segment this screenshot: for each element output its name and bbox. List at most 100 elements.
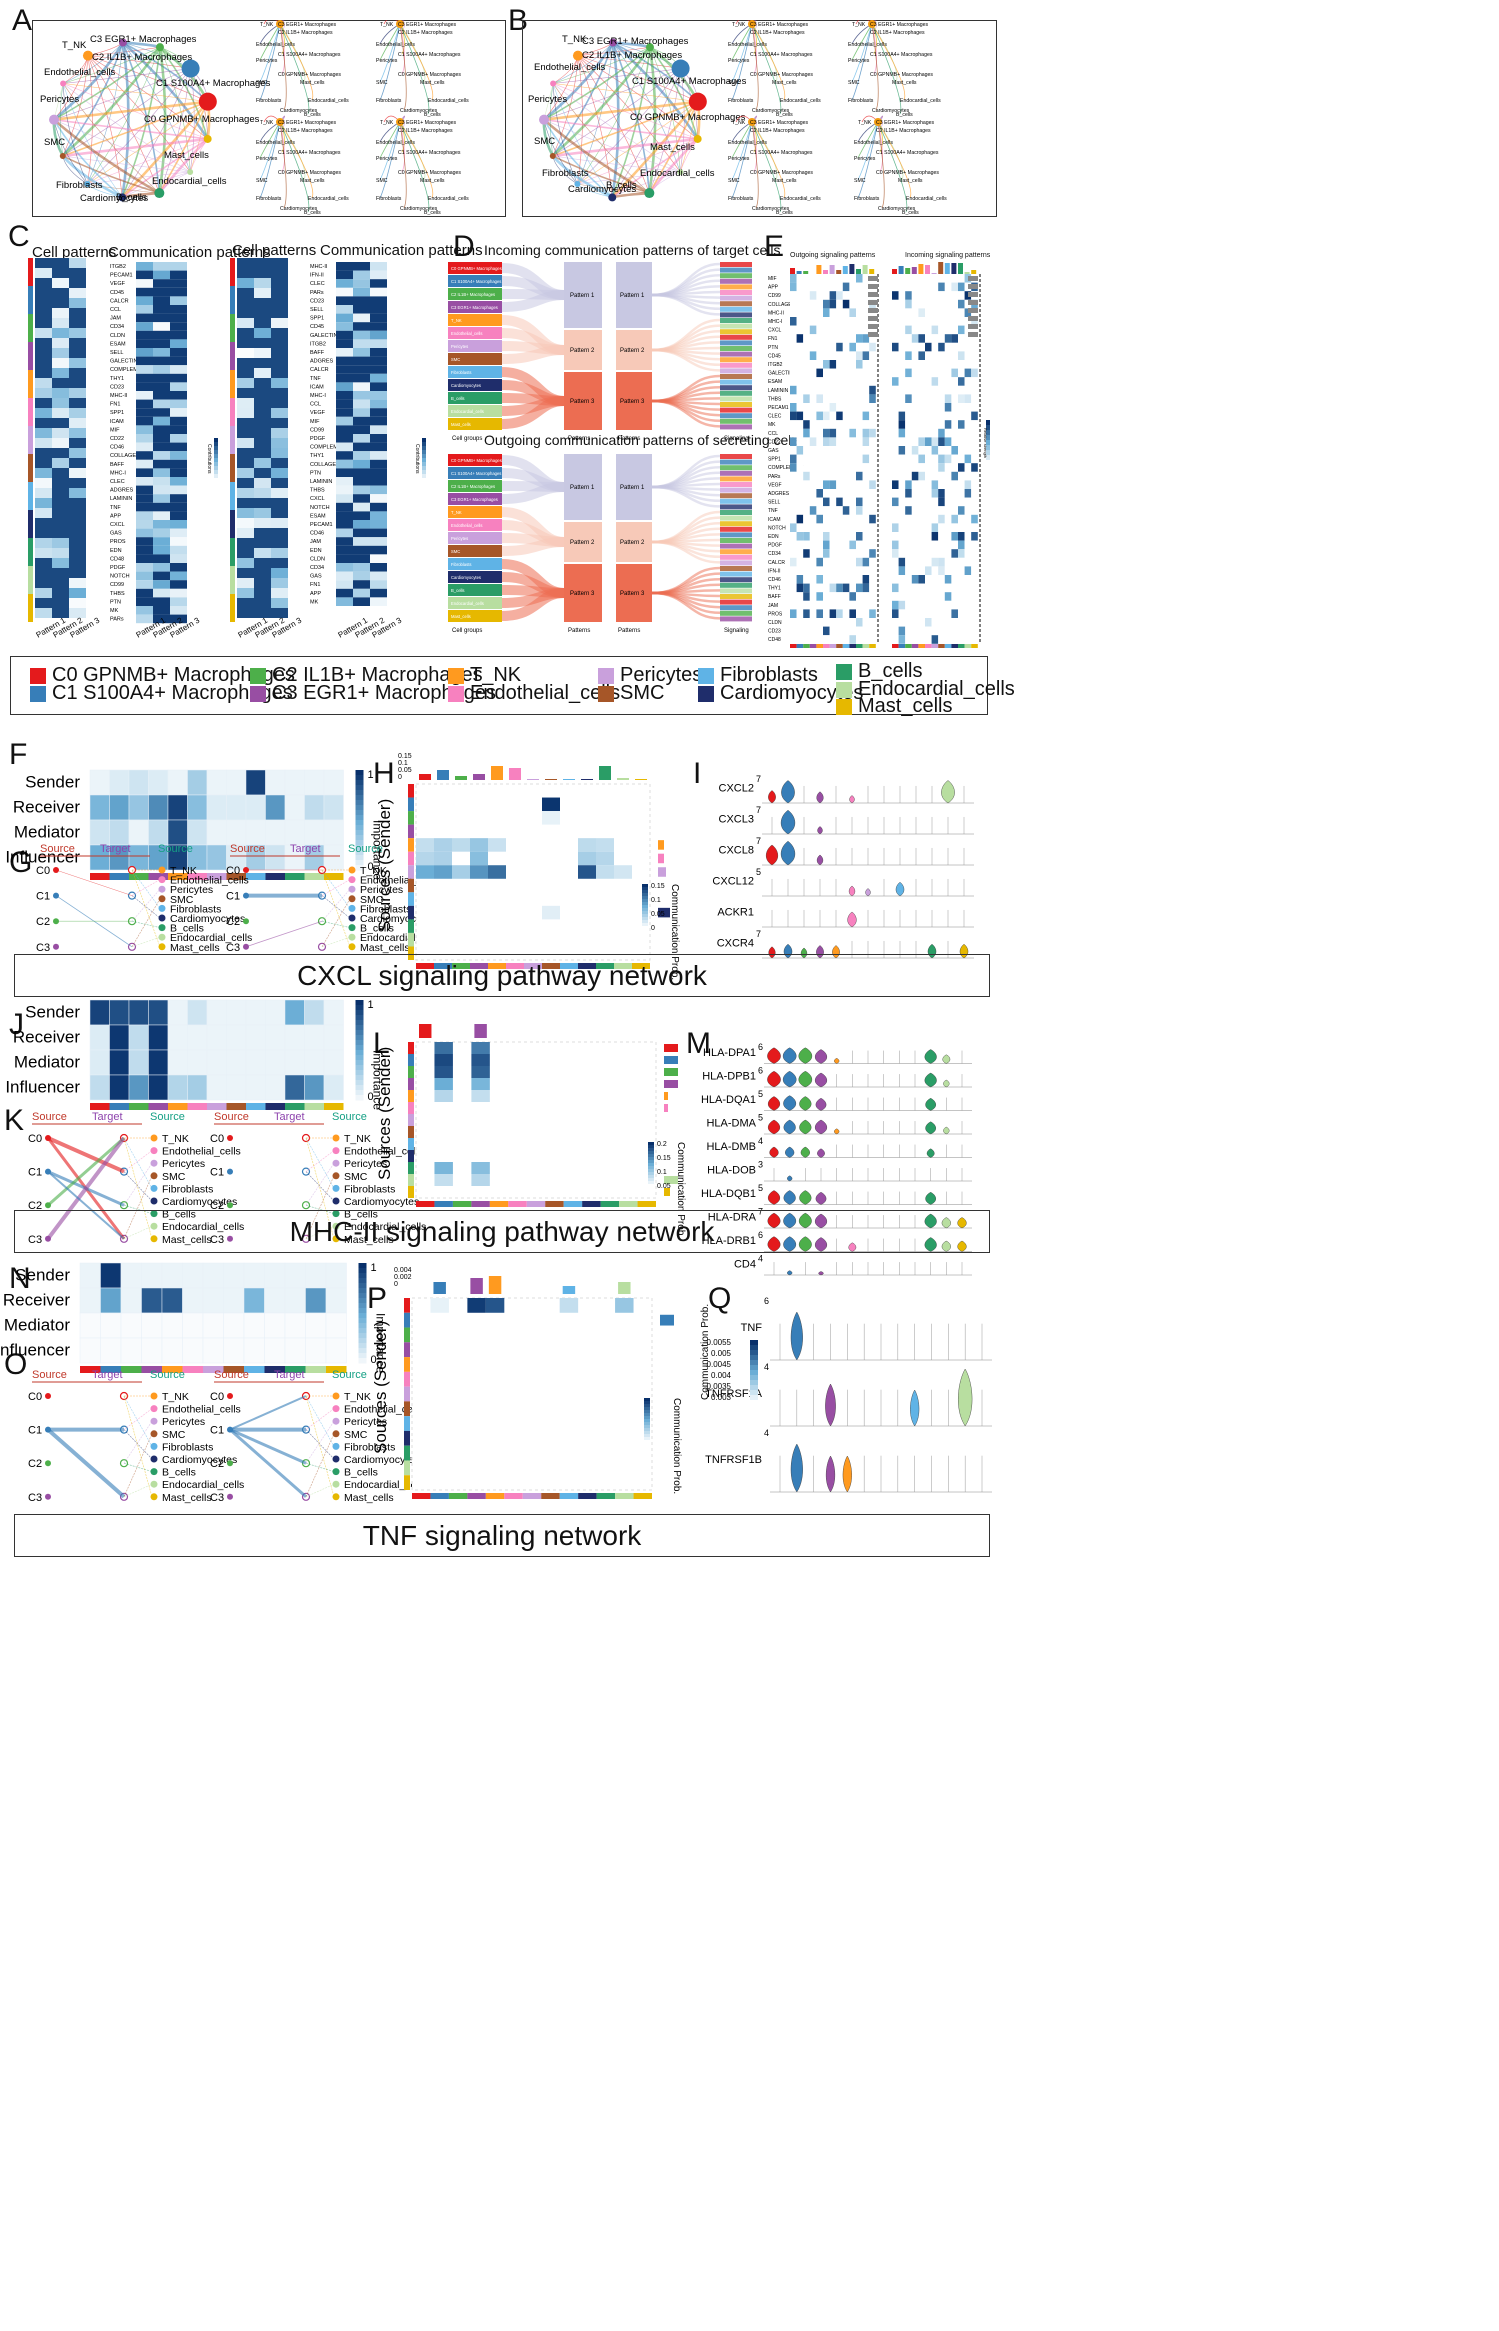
communication-prob-title: Communication Prob. xyxy=(675,1142,686,1238)
incoming-signal-cell xyxy=(931,497,939,507)
outgoing-signal-cell xyxy=(809,342,817,352)
cell-pattern-cell xyxy=(35,288,52,298)
mini-network-label: Endocardial_cells xyxy=(308,196,349,202)
communication-prob-legend-step xyxy=(644,1413,650,1416)
hierarchy-right-label: T_NK xyxy=(162,1391,189,1403)
comm-pattern-cell xyxy=(353,330,370,340)
incoming-signal-cell xyxy=(911,514,919,524)
network-edge xyxy=(61,46,162,157)
comm-pattern-cell xyxy=(370,313,387,323)
importance-cell xyxy=(182,1262,204,1289)
comm-pattern-cell xyxy=(153,477,170,486)
outgoing-signal-cell xyxy=(856,523,863,532)
outgoing-signal-cell xyxy=(816,411,823,421)
mini-network-edge xyxy=(751,23,759,111)
outgoing-signal-cell xyxy=(803,360,810,369)
receiver-color-strip xyxy=(582,1201,601,1207)
pathway-label: CD99 xyxy=(310,427,324,433)
incoming-signal-cell xyxy=(958,549,965,558)
outgoing-signal-cell xyxy=(809,592,817,601)
pathway-label: JAM xyxy=(310,539,321,545)
hierarchy-right-node xyxy=(348,943,356,951)
legend-label: T_NK xyxy=(470,664,522,686)
outgoing-signal-cell xyxy=(796,317,804,326)
pathway-label: THBS xyxy=(310,488,325,494)
incoming-signal-cell xyxy=(964,454,972,464)
outgoing-signal-cell xyxy=(790,566,797,575)
network-edge xyxy=(61,155,123,199)
outgoing-signal-cell xyxy=(836,575,843,584)
importance-cell xyxy=(161,1337,183,1364)
comm-pattern-cell xyxy=(153,296,170,305)
panel-c-comm-patterns-title: Communication patterns xyxy=(108,244,271,261)
hierarchy-source-title: Source xyxy=(150,1111,185,1123)
mini-network-label: Endocardial_cells xyxy=(906,196,947,202)
comm-pattern-cell xyxy=(336,477,353,486)
incoming-signal-cell xyxy=(911,523,919,532)
communication-prob-legend-step xyxy=(644,1410,650,1413)
outgoing-signal-cell xyxy=(809,420,817,429)
pathway-label: VEGF xyxy=(110,281,126,287)
outgoing-signal-cell xyxy=(862,609,870,618)
legend-swatch xyxy=(836,663,852,680)
violin-shape xyxy=(799,1236,812,1252)
communication-prob-legend-step xyxy=(648,1166,654,1169)
outgoing-signal-cell xyxy=(849,317,856,326)
importance-cell xyxy=(128,819,149,846)
river-cell-group-label: T_NK xyxy=(451,318,462,323)
cell-pattern-strip xyxy=(28,454,33,482)
incoming-signal-cell xyxy=(892,446,899,455)
importance-legend-step xyxy=(358,1283,367,1289)
mini-network-label: Endocardial_cells xyxy=(428,196,469,202)
outgoing-signal-cell xyxy=(862,635,870,644)
violin-shape xyxy=(783,1095,796,1111)
river-signal-block xyxy=(720,262,752,267)
outgoing-signal-cell xyxy=(809,600,817,610)
violin-shape xyxy=(787,1270,793,1276)
incoming-signal-cell xyxy=(905,532,912,541)
gene-label: HLA-DOB xyxy=(707,1164,756,1176)
importance-cell xyxy=(120,1312,142,1339)
incoming-signal-cell xyxy=(971,368,978,378)
comm-pattern-cell xyxy=(353,588,370,598)
river-cell-group-label: Pericytes xyxy=(451,536,468,541)
network-edge xyxy=(577,55,681,173)
cell-pattern-cell xyxy=(52,568,69,578)
mini-network-label: Fibroblasts xyxy=(854,196,880,202)
comm-pattern-cell xyxy=(353,262,370,271)
incoming-signal-cell xyxy=(958,411,965,421)
outgoing-signal-cell xyxy=(790,291,797,300)
receiver-color-strip xyxy=(412,1493,431,1499)
hierarchy-edge xyxy=(123,1225,153,1240)
comm-pattern-cell xyxy=(170,270,187,280)
river-signal-block xyxy=(720,334,752,340)
network-edge xyxy=(62,155,191,173)
mini-network-label: C3 EGR1+ Macrophages xyxy=(398,120,457,126)
outgoing-signal-cell xyxy=(856,626,863,636)
mini-network-label: Endothelial_cells xyxy=(376,42,415,48)
communication-prob-legend-step xyxy=(648,1175,654,1178)
comm-pattern-cell xyxy=(353,597,370,606)
river-cell-group xyxy=(448,379,502,391)
outgoing-signal-cell xyxy=(836,583,843,593)
violin-shape xyxy=(790,1443,803,1493)
cell-pattern-strip xyxy=(28,426,33,454)
river-cell-group xyxy=(448,418,502,430)
incoming-signal-cell xyxy=(905,463,912,472)
comm-pattern-cell xyxy=(336,339,353,348)
incoming-signal-cell xyxy=(958,342,965,352)
comm-pattern-cell xyxy=(353,348,370,357)
comm-pattern-cell xyxy=(136,365,153,374)
incoming-signal-cell xyxy=(898,368,906,378)
mini-network-edge xyxy=(379,121,401,199)
importance-cell xyxy=(323,844,344,871)
violin-shape xyxy=(780,810,796,835)
network-edge xyxy=(53,46,161,121)
outgoing-signal-cell xyxy=(842,317,850,326)
communication-cell xyxy=(471,1066,490,1078)
incoming-signal-cell xyxy=(944,523,952,532)
importance-cell xyxy=(161,1287,183,1314)
receiver-color-strip xyxy=(560,963,578,969)
signaling-pathway-label: IFN-II xyxy=(768,568,781,574)
mini-network-label: B_cells xyxy=(776,112,793,118)
